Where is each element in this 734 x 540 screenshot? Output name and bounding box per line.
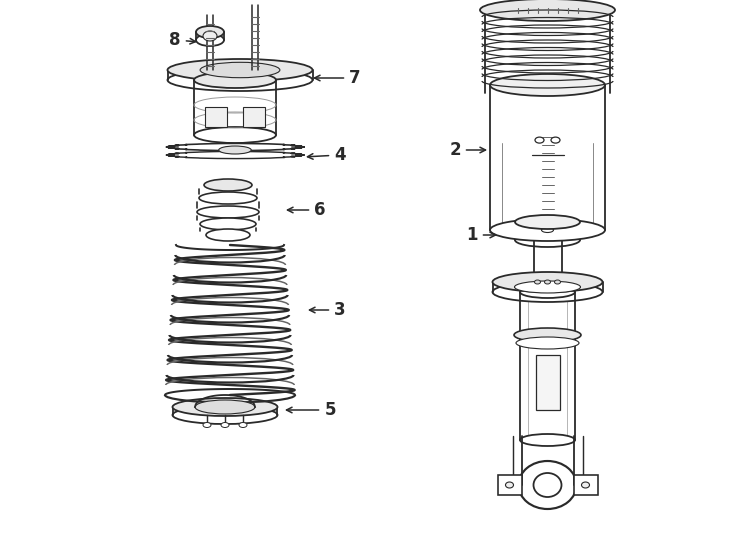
Text: 3: 3	[310, 301, 346, 319]
Ellipse shape	[534, 473, 562, 497]
Ellipse shape	[172, 406, 277, 424]
Text: 8: 8	[170, 31, 195, 49]
Ellipse shape	[203, 31, 217, 41]
Ellipse shape	[200, 62, 280, 78]
Ellipse shape	[581, 482, 589, 488]
Ellipse shape	[204, 179, 252, 191]
Text: 1: 1	[466, 226, 495, 244]
Ellipse shape	[196, 26, 224, 38]
Ellipse shape	[493, 272, 603, 292]
Ellipse shape	[196, 34, 224, 46]
Ellipse shape	[515, 215, 580, 229]
Ellipse shape	[203, 422, 211, 428]
Ellipse shape	[493, 282, 603, 302]
Ellipse shape	[490, 219, 605, 241]
Ellipse shape	[520, 434, 575, 446]
Ellipse shape	[200, 218, 256, 230]
Ellipse shape	[551, 137, 560, 143]
Ellipse shape	[199, 192, 257, 204]
Ellipse shape	[534, 280, 540, 284]
Text: 6: 6	[288, 201, 326, 219]
Ellipse shape	[545, 280, 550, 284]
Text: 7: 7	[314, 69, 361, 87]
Text: 5: 5	[286, 401, 335, 419]
Ellipse shape	[480, 0, 615, 21]
Ellipse shape	[194, 127, 276, 143]
Ellipse shape	[172, 398, 277, 416]
Ellipse shape	[506, 482, 514, 488]
Ellipse shape	[515, 233, 580, 247]
Ellipse shape	[195, 400, 255, 414]
Ellipse shape	[239, 422, 247, 428]
Ellipse shape	[514, 328, 581, 342]
Polygon shape	[573, 475, 597, 495]
Ellipse shape	[516, 337, 579, 349]
Ellipse shape	[167, 69, 313, 91]
Ellipse shape	[554, 280, 561, 284]
Ellipse shape	[515, 281, 581, 293]
FancyBboxPatch shape	[536, 355, 559, 410]
Ellipse shape	[219, 146, 251, 154]
Ellipse shape	[221, 422, 229, 428]
Ellipse shape	[167, 59, 313, 81]
FancyBboxPatch shape	[243, 107, 265, 127]
Ellipse shape	[206, 229, 250, 241]
Text: 4: 4	[308, 146, 346, 164]
Ellipse shape	[518, 461, 576, 509]
Text: 2: 2	[449, 141, 485, 159]
Polygon shape	[498, 475, 521, 495]
Ellipse shape	[490, 74, 605, 96]
Ellipse shape	[535, 137, 544, 143]
FancyBboxPatch shape	[205, 107, 227, 127]
Ellipse shape	[520, 286, 575, 298]
Ellipse shape	[194, 72, 276, 88]
Ellipse shape	[542, 227, 553, 233]
Ellipse shape	[197, 206, 259, 218]
